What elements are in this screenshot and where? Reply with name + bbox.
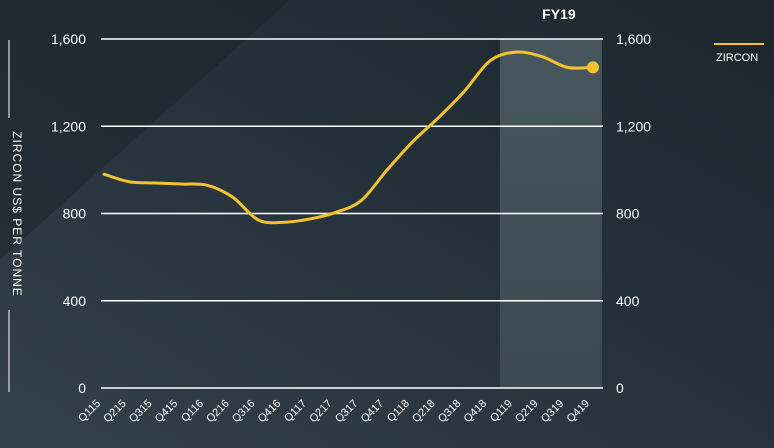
y-tick-label-left: 1,200 — [51, 118, 86, 134]
y-axis-label: ZIRCON US$ PER TONNE — [10, 131, 24, 297]
y-tick-label-left: 0 — [78, 380, 86, 396]
y-tick-label-left: 400 — [63, 293, 87, 309]
fy19-label: FY19 — [542, 6, 576, 22]
y-tick-label-left: 800 — [63, 206, 87, 222]
series-endpoint-zircon — [587, 61, 599, 74]
y-tick-label-right: 1,600 — [616, 31, 651, 47]
series-line-zircon — [102, 50, 595, 225]
y-tick-label-right: 0 — [616, 380, 624, 396]
y-tick-label-left: 1,600 — [51, 31, 86, 47]
background-diagonal-shade — [0, 0, 774, 260]
y-tick-label-right: 1,200 — [616, 118, 651, 134]
y-tick-label-right: 800 — [616, 206, 640, 222]
y-tick-label-right: 400 — [616, 293, 640, 309]
legend-label-zircon: ZIRCON — [716, 52, 758, 64]
